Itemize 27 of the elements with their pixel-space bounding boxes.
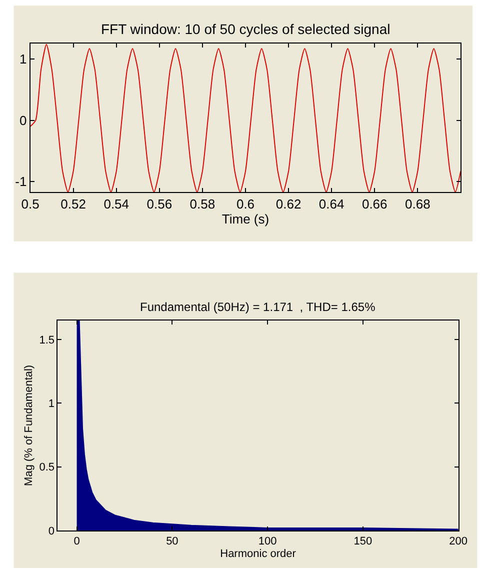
x-tick-label: 0.56 [146, 196, 172, 212]
y-tick-label: 1 [19, 52, 27, 67]
x-tick-label: 200 [449, 536, 468, 548]
x-axis-title: Time (s) [222, 212, 270, 227]
x-tick-label: 0 [74, 536, 80, 548]
x-tick-label: 0.52 [60, 196, 86, 212]
chart-title: FFT window: 10 of 50 cycles of selected signal [101, 21, 390, 37]
y-tick-label: 0 [19, 112, 27, 128]
y-tick-label: 0 [48, 525, 55, 538]
line-series [30, 44, 461, 192]
y-tick-label: -1 [15, 174, 27, 190]
chart-title: Fundamental (50Hz) = 1.171 , THD= 1.65% [140, 300, 376, 314]
x-tick-label: 0.64 [318, 196, 344, 212]
x-tick-label: 0.58 [190, 196, 216, 212]
y-tick-label: 1.5 [39, 334, 55, 346]
x-tick-label: 100 [258, 536, 277, 548]
x-tick-label: 50 [166, 536, 178, 548]
x-tick-label: 0.66 [362, 196, 388, 212]
y-axis-title: Mag (% of Fundamental) [22, 364, 35, 486]
y-tick-label: 1 [48, 398, 55, 410]
x-tick-label: 0.62 [276, 196, 302, 212]
x-axis-title: Harmonic order [220, 548, 296, 560]
x-tick-label: 0.6 [236, 196, 255, 212]
y-tick-label: 0.5 [39, 462, 55, 474]
x-tick-label: 0.68 [405, 196, 430, 212]
x-tick-label: 0.54 [104, 196, 130, 212]
x-tick-label: 150 [354, 536, 372, 548]
